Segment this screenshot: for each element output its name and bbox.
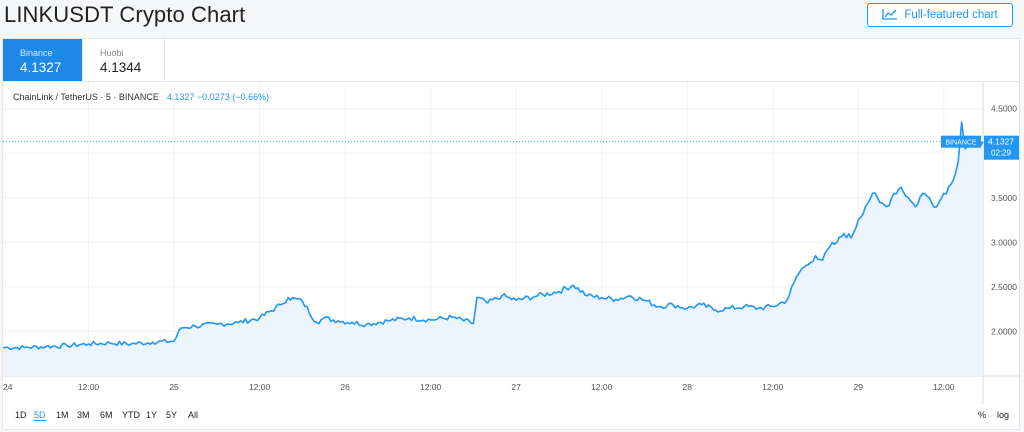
range-button-1m[interactable]: 1M [56, 410, 69, 420]
tab-price: 4.1327 [20, 60, 62, 75]
chart-legend: ChainLink / TetherUS · 5 · BINANCE 4.132… [13, 92, 269, 102]
exchange-tag-label: BINANCE [945, 140, 976, 147]
y-tick-label: 2.0000 [991, 326, 1017, 336]
y-tick-label: 2.5000 [991, 282, 1017, 292]
range-button-ytd[interactable]: YTD [122, 410, 140, 420]
divider [3, 81, 1019, 82]
chart-card: Binance 4.1327 Huobi 4.1344 ChainLink / … [2, 38, 1020, 430]
percent-scale-toggle[interactable]: % [978, 410, 987, 420]
x-tick-label: 12:00 [420, 382, 442, 392]
page-title: LINKUSDT Crypto Chart [4, 2, 246, 27]
full-featured-chart-label: Full-featured chart [904, 9, 998, 21]
x-tick-label: 26 [340, 382, 350, 392]
x-tick-label: 12:00 [933, 382, 955, 392]
chart-area[interactable]: ChainLink / TetherUS · 5 · BINANCE 4.132… [2, 82, 1020, 429]
y-tick-label: 4.5000 [991, 104, 1017, 114]
x-tick-label: 28 [682, 382, 692, 392]
x-tick-label: 12:00 [762, 382, 784, 392]
log-scale-toggle[interactable]: log [997, 410, 1010, 420]
tab-huobi[interactable]: Huobi 4.1344 [83, 39, 165, 81]
y-tick-label: 3.0000 [991, 237, 1017, 247]
range-button-5y[interactable]: 5Y [166, 410, 178, 420]
range-button-3m[interactable]: 3M [77, 410, 90, 420]
chart-icon [882, 8, 898, 23]
full-featured-chart-button[interactable]: Full-featured chart [867, 3, 1013, 27]
range-button-1d[interactable]: 1D [15, 410, 27, 420]
series-area [3, 122, 983, 376]
x-tick-label: 12:00 [591, 382, 613, 392]
last-price-value: 4.1327 [988, 137, 1014, 147]
x-tick-label: 29 [854, 382, 864, 392]
series-line [3, 121, 984, 351]
x-tick-label: 12:00 [78, 382, 100, 392]
range-button-6m[interactable]: 6M [100, 410, 113, 420]
exchange-tag [941, 135, 981, 148]
x-tick-label: 25 [169, 382, 179, 392]
tab-price: 4.1344 [100, 60, 142, 75]
range-button-all[interactable]: All [188, 410, 199, 420]
legend-symbol: ChainLink / TetherUS · 5 · BINANCE [13, 92, 159, 102]
range-button-5d[interactable]: 5D [34, 410, 46, 421]
tab-exchange-name: Huobi [100, 48, 124, 58]
tab-binance[interactable]: Binance 4.1327 [3, 39, 83, 81]
tab-exchange-name: Binance [20, 48, 53, 58]
range-bar: 1D 5D 1M 3M 6M YTD 1Y 5Y All % log [3, 404, 1019, 429]
x-tick-label: 27 [511, 382, 521, 392]
price-chart[interactable]: 4.50004.00003.50003.00002.50002.00002412… [2, 82, 1020, 404]
y-tick-label: 3.5000 [991, 193, 1017, 203]
exchange-tabs: Binance 4.1327 Huobi 4.1344 [3, 39, 165, 81]
last-price-label [984, 135, 1020, 160]
x-tick-label: 12:00 [249, 382, 271, 392]
countdown-value: 02:29 [991, 149, 1012, 158]
x-tick-label: 24 [3, 382, 13, 392]
range-button-1y[interactable]: 1Y [146, 410, 158, 420]
legend-values: 4.1327 −0.0273 (−0.66%) [166, 92, 269, 102]
